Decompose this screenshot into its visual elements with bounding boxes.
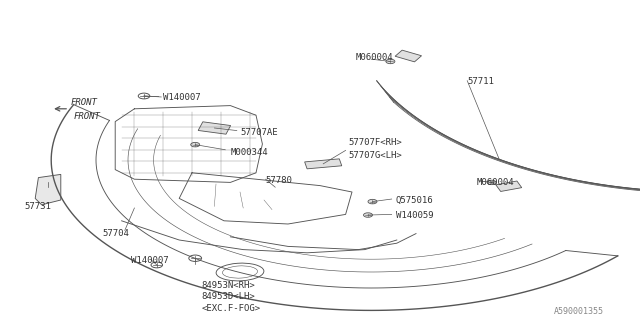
Text: 57780: 57780: [266, 176, 292, 185]
Circle shape: [368, 199, 377, 204]
Text: Q575016: Q575016: [396, 196, 433, 204]
Text: W140007: W140007: [131, 256, 169, 265]
Circle shape: [364, 213, 372, 217]
Text: W140059: W140059: [396, 212, 433, 220]
Circle shape: [191, 142, 200, 147]
Text: 57711: 57711: [467, 77, 494, 86]
Text: <EXC.F-FOG>: <EXC.F-FOG>: [202, 304, 260, 313]
Polygon shape: [305, 159, 342, 169]
Circle shape: [386, 59, 395, 64]
Text: M060004: M060004: [355, 53, 393, 62]
Text: FRONT: FRONT: [70, 98, 97, 107]
Circle shape: [487, 180, 496, 185]
Polygon shape: [35, 174, 61, 205]
Text: 57707G<LH>: 57707G<LH>: [349, 151, 403, 160]
Text: 57731: 57731: [24, 202, 51, 211]
Text: A590001355: A590001355: [554, 308, 604, 316]
Polygon shape: [496, 181, 522, 191]
Text: FRONT: FRONT: [74, 112, 100, 121]
Text: 84953N<RH>: 84953N<RH>: [202, 281, 255, 290]
Polygon shape: [198, 122, 230, 134]
Text: W140007: W140007: [163, 93, 201, 102]
Text: 57707AE: 57707AE: [240, 128, 278, 137]
Text: M000344: M000344: [230, 148, 268, 156]
Polygon shape: [395, 50, 422, 62]
Text: 57707F<RH>: 57707F<RH>: [349, 138, 403, 147]
Text: 57704: 57704: [102, 229, 129, 238]
Text: M060004: M060004: [477, 178, 515, 187]
Text: 84953D<LH>: 84953D<LH>: [202, 292, 255, 301]
